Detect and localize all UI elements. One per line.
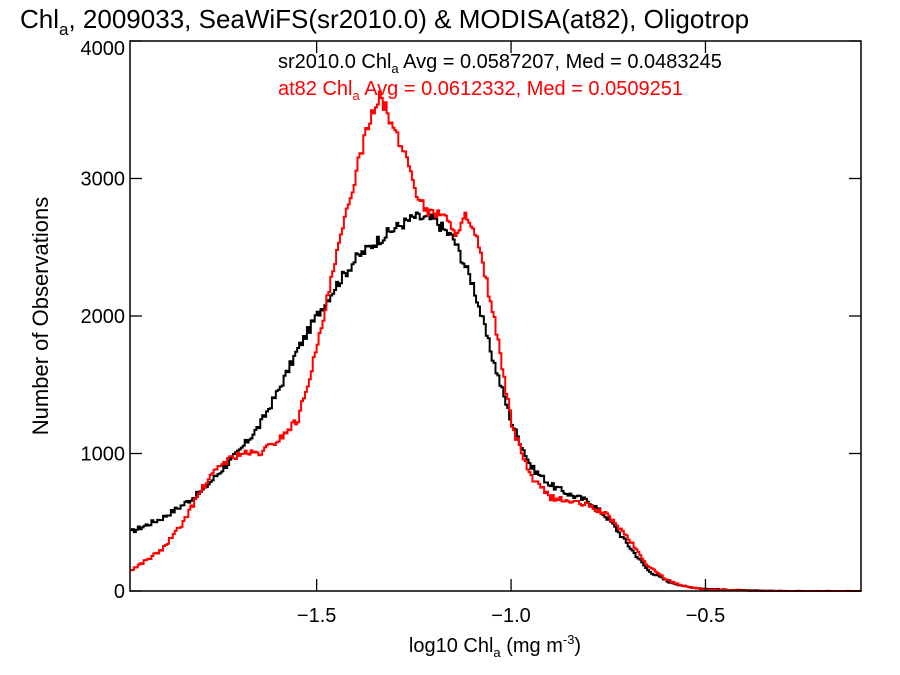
- legend-at82-pre: at82 Chl: [278, 78, 353, 100]
- y-tick-label: 3000: [81, 169, 126, 191]
- plot-frame: [129, 40, 862, 592]
- series-line-sr2010-0: [130, 211, 862, 592]
- ticks-layer: −1.5 −1.0 −0.5 0 1000 2000 3000 4000: [81, 38, 861, 627]
- y-tick-label: 4000: [81, 38, 126, 60]
- chart-title-post: , 2009033, SeaWiFS(sr2010.0) & MODISA(at…: [68, 4, 749, 34]
- x-tick-label: −0.5: [686, 605, 725, 627]
- y-tick-label: 1000: [81, 444, 126, 466]
- x-axis-label-pre: log10 Chl: [409, 635, 494, 657]
- legend-entry-sr2010: sr2010.0 Chla Avg = 0.0587207, Med = 0.0…: [278, 51, 722, 76]
- x-tick-label: −1.0: [491, 605, 530, 627]
- x-tick-label: −1.5: [297, 605, 336, 627]
- series-layer: [130, 90, 862, 592]
- legend-sr2010-post: Avg = 0.0587207, Med = 0.0483245: [399, 51, 722, 73]
- legend-at82-post: Avg = 0.0612332, Med = 0.0509251: [360, 78, 683, 100]
- legend-sr2010-pre: sr2010.0 Chl: [278, 51, 391, 73]
- y-tick-label: 2000: [81, 306, 126, 328]
- chart-title-pre: Chl: [20, 4, 59, 34]
- x-axis-label-post: ): [574, 635, 581, 657]
- series-line-at82: [130, 90, 862, 592]
- chart-title: Chla, 2009033, SeaWiFS(sr2010.0) & MODIS…: [20, 4, 749, 39]
- legend-at82-sub: a: [353, 88, 361, 103]
- x-axis-label: log10 Chla (mg m-3): [409, 632, 581, 660]
- x-axis-label-sup: -3: [563, 632, 575, 647]
- y-tick-label: 0: [114, 581, 125, 603]
- legend-sr2010-sub: a: [391, 61, 399, 76]
- x-axis-label-sub: a: [493, 645, 501, 660]
- chart-title-sub: a: [59, 20, 69, 39]
- y-axis-label: Number of Observations: [28, 197, 53, 435]
- x-axis-label-mid: (mg m: [501, 635, 563, 657]
- legend-entry-at82: at82 Chla Avg = 0.0612332, Med = 0.05092…: [278, 78, 683, 103]
